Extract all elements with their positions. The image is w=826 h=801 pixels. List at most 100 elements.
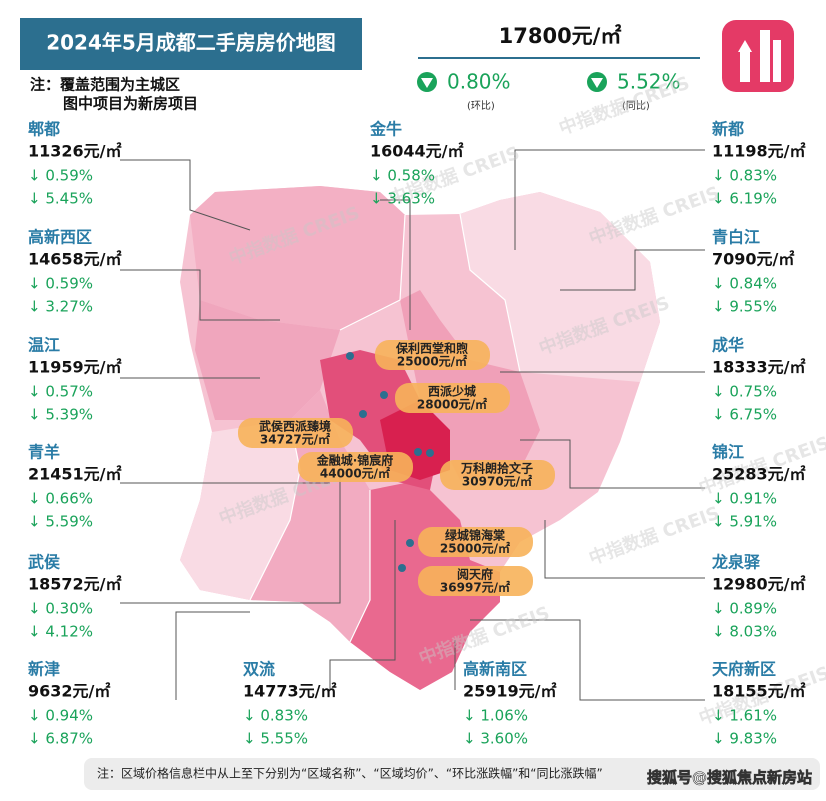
project-price: 25000元/㎡ bbox=[397, 354, 467, 369]
district-mom: ↓ 0.83% bbox=[243, 707, 308, 725]
district-yoy: ↓ 3.60% bbox=[463, 730, 528, 748]
district-yoy: ↓ 5.39% bbox=[28, 406, 93, 424]
project-name: 绿城锦海棠 bbox=[445, 528, 506, 543]
district-yoy: ↓ 5.91% bbox=[712, 513, 777, 531]
district-yoy: ↓ 5.59% bbox=[28, 513, 93, 531]
district-price: 11326元/㎡ bbox=[28, 142, 122, 161]
district-name: 温江 bbox=[27, 336, 60, 355]
summary-price: 17800元/㎡ bbox=[499, 24, 622, 48]
region bbox=[195, 300, 340, 420]
region bbox=[460, 192, 660, 382]
title: 2024年5月成都二手房房价地图 bbox=[46, 31, 336, 55]
district-mom: ↓ 0.66% bbox=[28, 490, 93, 508]
district-name: 天府新区 bbox=[712, 660, 776, 679]
district-price: 12980元/㎡ bbox=[712, 575, 806, 594]
footer-note: 注：区域价格信息栏中从上至下分别为“区域名称”、“区域均价”、“环比涨跌幅”和“… bbox=[97, 766, 603, 781]
district-price: 25919元/㎡ bbox=[463, 682, 557, 701]
note: 图中项目为新房项目 bbox=[63, 95, 198, 113]
project-name: 阅天府 bbox=[457, 567, 493, 582]
district-name: 龙泉驿 bbox=[711, 553, 761, 572]
project-dot bbox=[346, 352, 354, 360]
district-mom: ↓ 0.91% bbox=[712, 490, 777, 508]
project-dot bbox=[406, 539, 414, 547]
project-price: 28000元/㎡ bbox=[417, 397, 487, 412]
district-price: 25283元/㎡ bbox=[712, 465, 806, 484]
district-yoy: ↓ 3.63% bbox=[370, 190, 435, 208]
district-mom: ↓ 0.83% bbox=[712, 167, 777, 185]
district-name: 郫都 bbox=[28, 120, 60, 139]
district-mom: ↓ 0.94% bbox=[28, 707, 93, 725]
footer-box bbox=[84, 758, 820, 790]
district-mom: ↓ 0.84% bbox=[712, 275, 777, 293]
district-price: 18155元/㎡ bbox=[712, 682, 806, 701]
district-mom: ↓ 1.06% bbox=[463, 707, 528, 725]
source: 搜狐号@搜狐焦点新房站 bbox=[647, 769, 812, 787]
district-name: 新津 bbox=[28, 660, 60, 679]
district-yoy: ↓ 9.55% bbox=[712, 298, 777, 316]
project-price: 36997元/㎡ bbox=[440, 580, 510, 595]
district-price: 7090元/㎡ bbox=[712, 250, 794, 269]
title-box bbox=[20, 18, 362, 70]
district-price: 14773元/㎡ bbox=[243, 682, 337, 701]
district-price: 21451元/㎡ bbox=[28, 465, 122, 484]
district-name: 成华 bbox=[712, 336, 744, 355]
district-yoy: ↓ 6.19% bbox=[712, 190, 777, 208]
district-yoy: ↓ 6.87% bbox=[28, 730, 93, 748]
project-label-box bbox=[375, 340, 490, 370]
district-name: 高新西区 bbox=[28, 228, 92, 247]
district-price: 16044元/㎡ bbox=[370, 142, 464, 161]
district-price: 11198元/㎡ bbox=[712, 142, 806, 161]
district-price: 18333元/㎡ bbox=[712, 358, 806, 377]
district-name: 新都 bbox=[712, 120, 744, 139]
note: 注：覆盖范围为主城区 bbox=[30, 76, 180, 94]
district-price: 14658元/㎡ bbox=[28, 250, 122, 269]
summary-label: (同比) bbox=[622, 100, 650, 112]
district-yoy: ↓ 8.03% bbox=[712, 623, 777, 641]
project-price: 44000元/㎡ bbox=[320, 466, 390, 481]
project-dot bbox=[380, 391, 388, 399]
district-name: 武侯 bbox=[28, 553, 60, 572]
project-name: 武侯西派臻境 bbox=[259, 419, 331, 434]
district-name: 金牛 bbox=[369, 120, 402, 139]
district-mom: ↓ 0.57% bbox=[28, 383, 93, 401]
summary-yoy: 5.52% bbox=[617, 70, 681, 94]
project-name: 金融城·锦宸府 bbox=[316, 453, 394, 468]
district-yoy: ↓ 3.27% bbox=[28, 298, 93, 316]
district-mom: ↓ 1.61% bbox=[712, 707, 777, 725]
district-yoy: ↓ 9.83% bbox=[712, 730, 777, 748]
district-mom: ↓ 0.89% bbox=[712, 600, 777, 618]
district-yoy: ↓ 4.12% bbox=[28, 623, 93, 641]
region bbox=[190, 186, 405, 330]
district-price: 11959元/㎡ bbox=[28, 358, 122, 377]
district-name: 高新南区 bbox=[463, 660, 527, 679]
project-price: 30970元/㎡ bbox=[462, 474, 532, 489]
project-dot bbox=[398, 564, 406, 572]
project-name: 万科朗拾文子 bbox=[460, 461, 533, 476]
project-label-box bbox=[395, 383, 510, 413]
district-mom: ↓ 0.58% bbox=[370, 167, 435, 185]
project-name: 西派少城 bbox=[428, 384, 476, 399]
district-yoy: ↓ 5.45% bbox=[28, 190, 93, 208]
district-yoy: ↓ 5.55% bbox=[243, 730, 308, 748]
project-name: 保利西堂和煦 bbox=[395, 341, 468, 356]
leader-lines bbox=[120, 149, 705, 701]
project-label-box bbox=[440, 460, 555, 490]
project-dot bbox=[359, 410, 367, 418]
project-label-box bbox=[298, 452, 413, 482]
summary-label: (环比) bbox=[467, 100, 495, 112]
down-icon bbox=[587, 72, 607, 92]
district-name: 双流 bbox=[243, 660, 275, 679]
logo bbox=[722, 20, 794, 92]
district-mom: ↓ 0.75% bbox=[712, 383, 777, 401]
district-price: 18572元/㎡ bbox=[28, 575, 122, 594]
project-label-box bbox=[238, 418, 353, 448]
region bbox=[180, 420, 300, 600]
district-name: 青羊 bbox=[28, 443, 60, 462]
